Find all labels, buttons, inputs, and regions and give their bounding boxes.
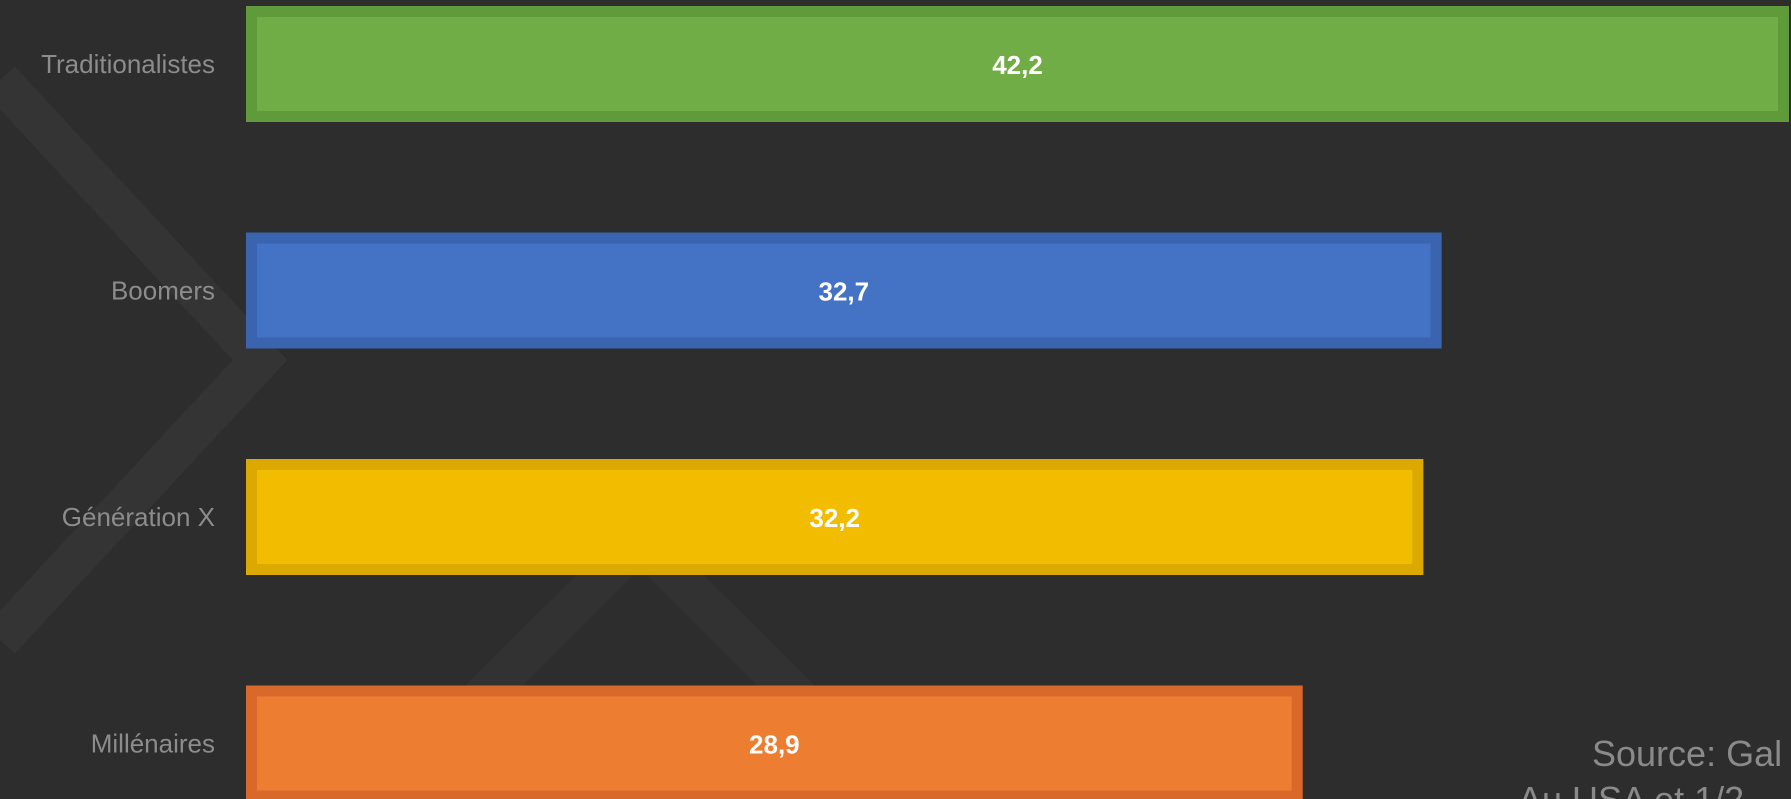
value-label-traditionalistes: 42,2 bbox=[992, 50, 1043, 80]
source-line-1: Source: Gal bbox=[1592, 733, 1782, 774]
category-label-generation-x: Génération X bbox=[62, 502, 215, 532]
value-label-generation-x: 32,2 bbox=[809, 503, 860, 533]
bar-fill-millenaires bbox=[257, 696, 1292, 791]
bar-fill-traditionalistes bbox=[257, 17, 1778, 111]
category-label-millenaires: Millénaires bbox=[91, 729, 215, 759]
category-label-traditionalistes: Traditionalistes bbox=[41, 49, 215, 79]
source-line-2: Au USA et 1/2 bbox=[1518, 779, 1744, 799]
category-label-boomers: Boomers bbox=[111, 276, 215, 306]
value-label-boomers: 32,7 bbox=[819, 277, 870, 307]
bar-fill-boomers bbox=[257, 243, 1431, 338]
bar-fill-generation-x bbox=[257, 470, 1413, 564]
value-label-millenaires: 28,9 bbox=[749, 730, 800, 760]
